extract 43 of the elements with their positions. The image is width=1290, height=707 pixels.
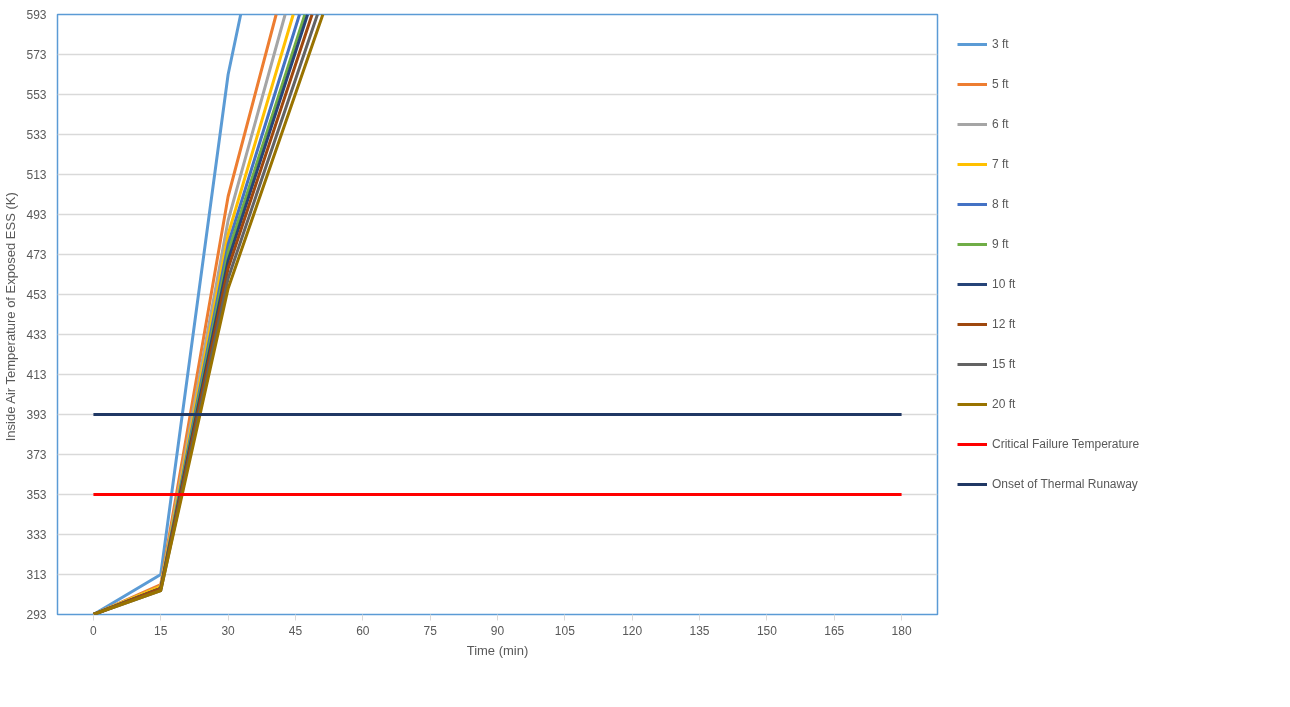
- y-tick-label: 413: [26, 368, 47, 382]
- legend-label: 3 ft: [992, 37, 1010, 51]
- y-tick-label: 493: [26, 208, 47, 222]
- legend-label: 15 ft: [992, 357, 1016, 371]
- x-tick-label: 90: [490, 623, 505, 638]
- legend-label: 5 ft: [992, 77, 1010, 91]
- x-tick-label: 45: [288, 623, 303, 638]
- x-tick-label: 75: [423, 623, 438, 638]
- x-tick-label: 120: [622, 623, 643, 638]
- y-tick-label: 353: [26, 488, 47, 502]
- x-tick-label: 60: [356, 623, 370, 638]
- y-tick-label: 373: [26, 448, 47, 462]
- x-axis-title: Time (min): [466, 642, 529, 658]
- legend-label: 6 ft: [992, 117, 1010, 131]
- y-tick-label: 433: [26, 328, 47, 342]
- x-tick-label: 30: [221, 623, 236, 638]
- y-tick-label: 393: [26, 408, 47, 422]
- legend-label: 8 ft: [992, 197, 1010, 211]
- y-tick-label: 513: [26, 168, 47, 182]
- x-tick-label: 135: [689, 623, 710, 638]
- legend-label: Critical Failure Temperature: [992, 437, 1140, 451]
- legend-label: 20 ft: [992, 397, 1016, 411]
- legend-label: 10 ft: [992, 277, 1016, 291]
- x-tick-label: 105: [554, 623, 576, 638]
- y-tick-label: 313: [26, 568, 47, 582]
- legend-label: 9 ft: [992, 237, 1010, 251]
- legend-label: 12 ft: [992, 317, 1016, 331]
- y-tick-label: 533: [26, 128, 47, 142]
- x-tick-label: 165: [824, 623, 845, 638]
- y-tick-label: 553: [26, 88, 47, 102]
- y-tick-label: 333: [26, 528, 47, 542]
- y-tick-label: 573: [26, 48, 47, 62]
- y-tick-label: 593: [26, 8, 47, 22]
- y-tick-label: 293: [26, 608, 47, 622]
- x-tick-label: 150: [756, 623, 778, 638]
- y-tick-label: 473: [26, 248, 47, 262]
- x-tick-label: 180: [891, 623, 912, 638]
- legend-label: Onset of Thermal Runaway: [992, 477, 1138, 491]
- legend-label: 7 ft: [992, 157, 1010, 171]
- x-tick-label: 0: [90, 623, 98, 638]
- y-tick-label: 453: [26, 288, 47, 302]
- x-tick-label: 15: [154, 623, 168, 638]
- y-axis-title: Inside Air Temperature of Exposed ESS (K): [3, 192, 19, 442]
